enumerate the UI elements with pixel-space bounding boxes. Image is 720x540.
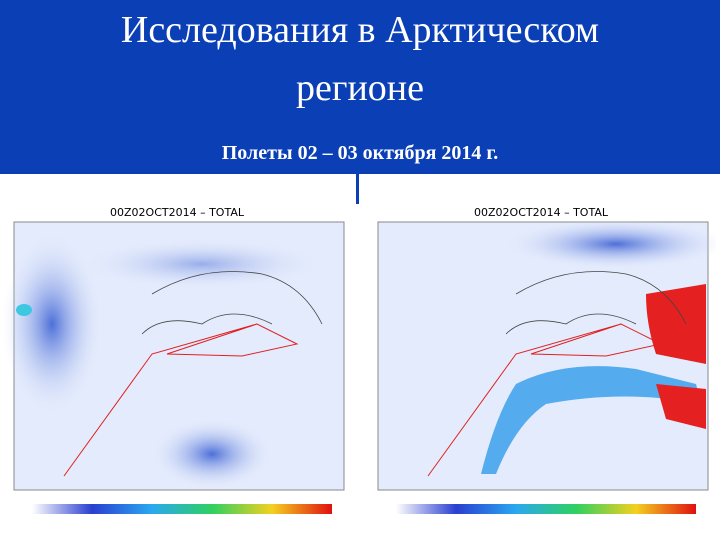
title: Исследования в Арктическом — [120, 9, 600, 51]
divider — [356, 174, 359, 204]
coastline — [505, 271, 687, 335]
cloud-field — [152, 419, 272, 489]
cloud-core — [656, 384, 706, 429]
subtitle: Полеты 02 – 03 октября 2014 г. — [221, 142, 499, 164]
title: регионе — [296, 67, 424, 109]
map-panel: 00Z02OCT2014 – TOTAL — [377, 206, 716, 514]
flight-route — [427, 323, 663, 477]
map-title: 00Z02OCT2014 – TOTAL — [474, 206, 609, 219]
coastline — [141, 271, 323, 335]
cloud-field — [16, 304, 32, 316]
flight-route — [63, 323, 299, 477]
map-title: 00Z02OCT2014 – TOTAL — [110, 206, 245, 219]
header-band: Исследования в Арктическом регионе Полет… — [0, 0, 720, 174]
colorbar — [32, 504, 332, 514]
cloud-field — [506, 219, 716, 269]
cloud-field — [2, 234, 102, 414]
cloud-field — [82, 239, 322, 289]
map-panel: 00Z02OCT2014 – TOTAL — [2, 206, 345, 514]
cloud-band — [481, 366, 701, 474]
colorbar — [396, 504, 696, 514]
